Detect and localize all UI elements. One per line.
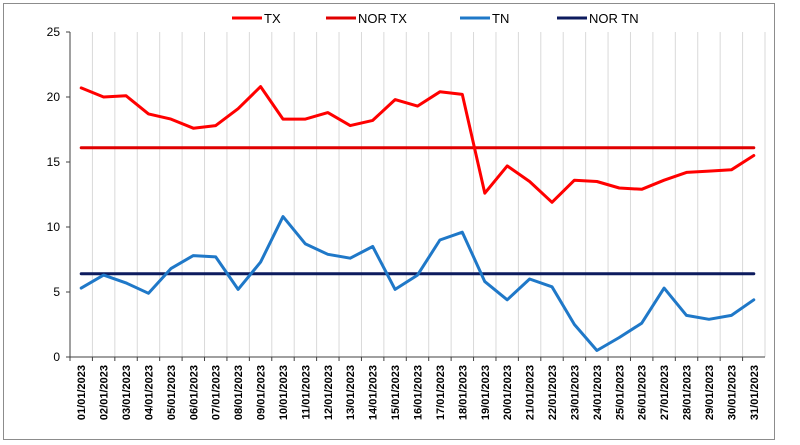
y-tick-label: 25 — [47, 25, 61, 39]
chart-frame — [3, 3, 775, 440]
x-tick-label: 13/01/2023 — [345, 365, 357, 420]
axes: 0 5 10 15 20 25 01/01/2023 02/01/2023 03/01/2023… — [47, 25, 765, 420]
gridlines — [69, 32, 766, 357]
y-tick-label: 15 — [47, 155, 61, 169]
x-tick-label: 06/01/2023 — [188, 365, 200, 420]
x-tick-label: 29/01/2023 — [704, 365, 716, 420]
legend-label-nor-tx: NOR TX — [358, 11, 407, 26]
x-tick-label: 08/01/2023 — [233, 365, 245, 420]
x-tick-label: 01/01/2023 — [76, 365, 88, 420]
x-tick-label: 28/01/2023 — [682, 365, 694, 420]
x-tick-label: 07/01/2023 — [211, 365, 223, 420]
x-tick-label: 25/01/2023 — [614, 365, 626, 420]
x-tick-label: 24/01/2023 — [592, 365, 604, 420]
x-tick-label: 20/01/2023 — [502, 365, 514, 420]
x-tick-label: 04/01/2023 — [143, 365, 155, 420]
x-tick-label: 21/01/2023 — [525, 365, 537, 420]
y-tick-label: 20 — [47, 90, 61, 104]
x-tick-label: 26/01/2023 — [637, 365, 649, 420]
x-tick-label: 18/01/2023 — [457, 365, 469, 420]
x-tick-label: 23/01/2023 — [569, 365, 581, 420]
series-lines — [79, 85, 756, 352]
series-line-tn — [79, 215, 756, 352]
x-tick-label: 12/01/2023 — [323, 365, 335, 420]
x-tick-label: 02/01/2023 — [99, 365, 111, 420]
legend-label-tn: TN — [492, 11, 509, 26]
series-line-tx — [79, 85, 756, 204]
legend-label-tx: TX — [264, 11, 281, 26]
x-tick-label: 27/01/2023 — [659, 365, 671, 420]
x-tick-label: 10/01/2023 — [278, 365, 290, 420]
x-tick-label: 31/01/2023 — [749, 365, 761, 420]
x-tick-label: 22/01/2023 — [547, 365, 559, 420]
x-tick-label: 17/01/2023 — [435, 365, 447, 420]
y-tick-label: 5 — [53, 285, 60, 299]
x-tick-label: 03/01/2023 — [121, 365, 133, 420]
x-tick-label: 05/01/2023 — [166, 365, 178, 420]
legend: TX NOR TX TN NOR TN — [232, 11, 639, 26]
y-tick-label: 10 — [47, 220, 61, 234]
legend-label-nor-tn: NOR TN — [589, 11, 639, 26]
x-tick-label: 19/01/2023 — [480, 365, 492, 420]
x-tick-label: 14/01/2023 — [368, 365, 380, 420]
x-tick-label: 30/01/2023 — [726, 365, 738, 420]
x-tick-label: 15/01/2023 — [390, 365, 402, 420]
x-tick-label: 09/01/2023 — [256, 365, 268, 420]
x-tick-label: 11/01/2023 — [300, 365, 312, 419]
x-tick-label: 16/01/2023 — [413, 365, 425, 420]
y-tick-label: 0 — [53, 350, 60, 364]
